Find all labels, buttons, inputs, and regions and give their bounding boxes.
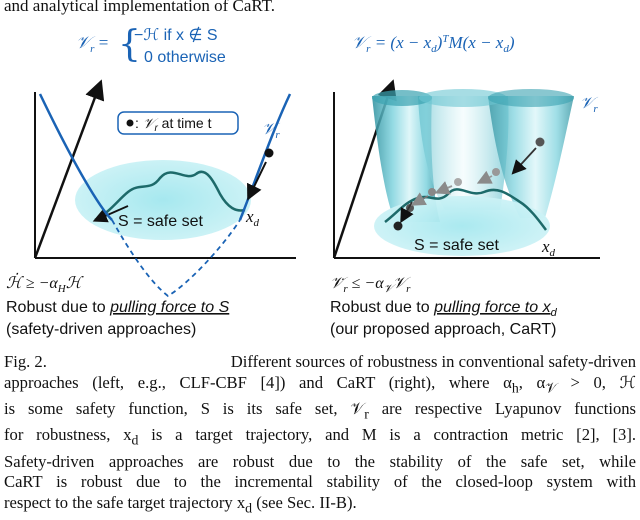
left-safe-set [75, 160, 251, 240]
left-parabola-left [38, 93, 113, 221]
caption-line-0: Fig. 2. Different sources of robustness i… [4, 352, 636, 371]
left-panel: : 𝒱r at time t 𝒱r = { −ℋ if x ∉ S 0 othe… [6, 24, 296, 338]
legend-dot-icon [126, 119, 134, 127]
left-equation-case2: 0 otherwise [144, 49, 226, 66]
right-arrow-5 [511, 147, 537, 175]
figure-canvas: : 𝒱r at time t 𝒱r = { −ℋ if x ∉ S 0 othe… [6, 24, 600, 338]
left-target-label: xd [245, 207, 260, 229]
right-robust-note: (our proposed approach, CaRT) [330, 321, 557, 338]
left-state-point [264, 148, 274, 158]
left-equation-lhs: 𝒱r = [76, 33, 108, 55]
left-robust-text: Robust due to pulling force to S [6, 299, 230, 316]
right-robust-text: Robust due to pulling force to xd [330, 299, 558, 319]
figure-caption: Fig. 2. Different sources of robustness i… [4, 352, 636, 520]
left-set-label: S = safe set [118, 213, 203, 230]
right-safe-set [374, 196, 550, 256]
caption-fig-label: Fig. 2. [4, 352, 47, 371]
right-equation: 𝒱r = (x − xd)TM(x − xd) [352, 33, 515, 55]
right-arrow-4 [476, 170, 493, 184]
right-arrow-3 [434, 181, 453, 195]
right-panel: 𝒱r = (x − xd)TM(x − xd) 𝒱r S = safe set … [330, 33, 600, 338]
left-target-curve [94, 170, 246, 222]
left-condition: ℋ̇ ≥ −αHℋ [6, 272, 84, 295]
right-funnel-rim-2 [419, 89, 507, 107]
right-arrow-2 [410, 192, 429, 206]
left-set-arrow [92, 205, 129, 223]
left-legend-box [117, 111, 239, 135]
right-set-label: S = safe set [414, 237, 499, 254]
left-parabola-hidden [111, 219, 241, 298]
right-curve-label: 𝒱r [580, 95, 599, 115]
right-funnel-rim-3 [488, 89, 574, 107]
right-state-point-4 [454, 178, 462, 186]
right-funnel-right [488, 96, 574, 218]
caption-line-4: Safety-driven approaches are robust due … [4, 451, 636, 471]
right-target-label: xd [541, 237, 556, 259]
left-state-arrow [247, 161, 267, 201]
right-arrow-1 [400, 201, 414, 224]
caption-line-6: respect to the safe target trajectory xd… [4, 493, 357, 516]
right-state-point-1 [393, 221, 403, 231]
left-z-axis [33, 79, 105, 259]
top-text: and analytical implementation of CaRT. [4, 0, 276, 15]
left-equation-case1: −ℋ if x ∉ S [134, 26, 218, 44]
right-state-point-3 [428, 188, 436, 196]
caption-line-5: CaRT is robust due to the incremental st… [4, 472, 636, 492]
caption-line-2: is some safety function, S is its safe s… [4, 399, 637, 422]
figure-2: : 𝒱r at time t 𝒱r = { −ℋ if x ∉ S 0 othe… [0, 22, 640, 352]
caption-line-1: approaches (left, e.g., CLF-CBF [4]) and… [4, 372, 636, 396]
left-robust-note: (safety-driven approaches) [6, 321, 196, 338]
right-state-point-6 [535, 137, 545, 147]
caption-line-3: for robustness, xd is a target trajector… [4, 425, 636, 448]
left-parabola-right [238, 93, 292, 221]
right-state-point-5 [492, 168, 500, 176]
right-funnel-rim-1 [372, 90, 432, 106]
right-condition: 𝒱̇r ≤ −α𝒱𝒱r [330, 275, 412, 295]
left-equation-brace: { [118, 24, 141, 65]
